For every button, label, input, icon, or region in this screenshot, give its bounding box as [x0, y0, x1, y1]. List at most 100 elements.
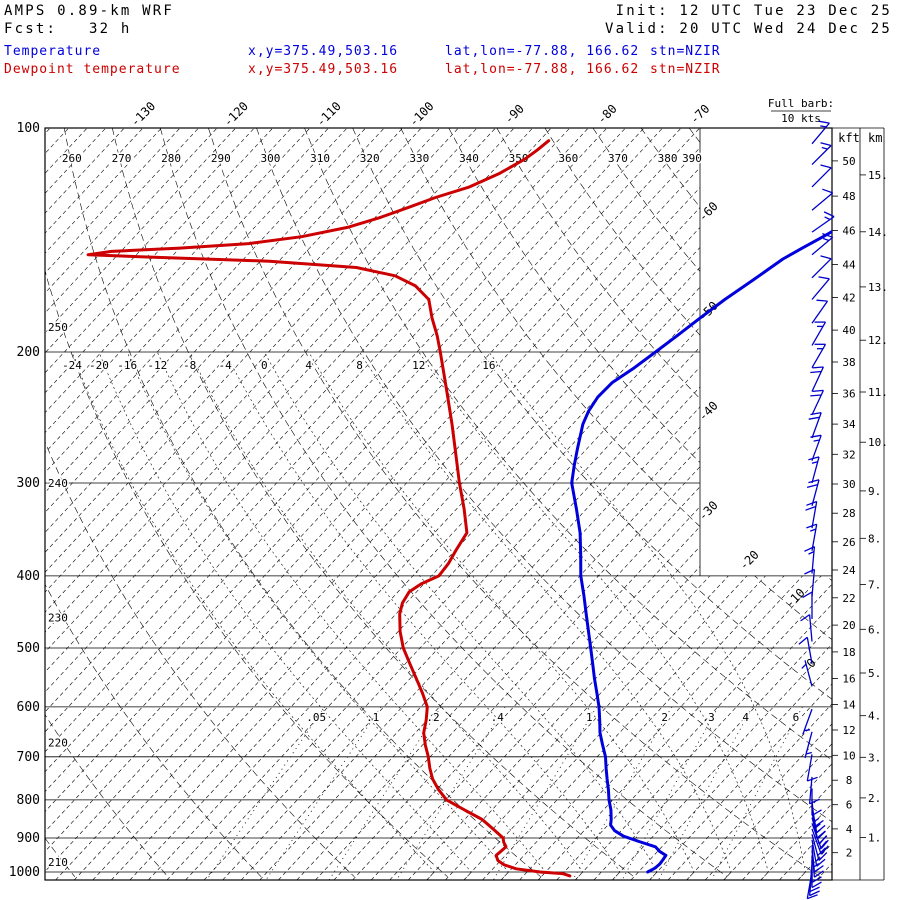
svg-text:.4: .4: [491, 711, 505, 724]
legend-temperature-stn: stn=NZIR: [650, 44, 721, 59]
svg-text:300: 300: [17, 476, 40, 491]
sounding-curves: [86, 139, 832, 878]
svg-text:0: 0: [261, 359, 268, 372]
svg-text:220: 220: [48, 737, 68, 750]
wind-barbs: [798, 120, 835, 900]
svg-text:2: 2: [846, 847, 853, 860]
valid-time: Valid: 20 UTC Wed 24 Dec 25: [605, 21, 892, 37]
svg-text:8: 8: [846, 774, 853, 787]
svg-text:4: 4: [846, 823, 853, 836]
svg-text:-80: -80: [594, 102, 619, 127]
svg-text:20: 20: [842, 619, 855, 632]
temperature-curve: [570, 229, 832, 874]
dewpoint-curve: [86, 139, 572, 878]
svg-text:380: 380: [658, 152, 678, 165]
svg-text:370: 370: [608, 152, 628, 165]
svg-text:3.: 3.: [868, 751, 881, 764]
svg-text:15.: 15.: [868, 169, 888, 182]
svg-text:500: 500: [17, 641, 40, 656]
svg-text:12: 12: [412, 359, 425, 372]
svg-text:8: 8: [356, 359, 363, 372]
svg-text:280: 280: [161, 152, 181, 165]
svg-text:800: 800: [17, 793, 40, 808]
svg-text:40: 40: [842, 324, 855, 337]
svg-text:48: 48: [842, 190, 855, 203]
svg-text:700: 700: [17, 750, 40, 765]
svg-text:10: 10: [842, 749, 855, 762]
svg-text:3: 3: [708, 711, 715, 724]
svg-text:38: 38: [842, 356, 855, 369]
svg-text:36: 36: [842, 387, 855, 400]
svg-text:360: 360: [558, 152, 578, 165]
svg-text:250: 250: [48, 321, 68, 334]
svg-text:11.: 11.: [868, 386, 888, 399]
svg-text:400: 400: [17, 569, 40, 584]
svg-text:16: 16: [842, 672, 855, 685]
svg-text:260: 260: [62, 152, 82, 165]
svg-text:22: 22: [842, 592, 855, 605]
svg-text:18: 18: [842, 646, 855, 659]
svg-text:300: 300: [260, 152, 280, 165]
svg-text:200: 200: [17, 345, 40, 360]
dry-adiabat-lines: [45, 128, 832, 878]
svg-text:14: 14: [842, 698, 856, 711]
svg-text:km: km: [868, 131, 882, 145]
svg-text:46: 46: [842, 225, 855, 238]
svg-text:28: 28: [842, 507, 855, 520]
svg-text:340: 340: [459, 152, 479, 165]
svg-text:1: 1: [586, 711, 593, 724]
svg-text:-10: -10: [783, 586, 808, 611]
legend-temperature-xy: x,y=375.49,503.16: [248, 44, 399, 59]
svg-text:44: 44: [842, 259, 856, 272]
svg-text:320: 320: [360, 152, 380, 165]
altitude-scale-labels: kft km50484644424038363432302826242220181…: [838, 131, 888, 860]
svg-text:-60: -60: [696, 199, 721, 224]
legend-temperature-latlon: lat,lon=-77.88, 166.62: [445, 44, 640, 59]
svg-text:-120: -120: [221, 99, 251, 129]
svg-text:350: 350: [509, 152, 529, 165]
svg-text:6: 6: [793, 711, 800, 724]
forecast-hour: Fcst: 32 h: [4, 21, 132, 37]
legend-dewpoint-stn: stn=NZIR: [650, 62, 721, 77]
svg-text:Full barb:: Full barb:: [768, 97, 834, 110]
init-time: Init: 12 UTC Tue 23 Dec 25: [615, 3, 892, 19]
svg-text:240: 240: [48, 477, 68, 490]
svg-text:330: 330: [409, 152, 429, 165]
svg-text:-20: -20: [89, 359, 109, 372]
legend-dewpoint-xy: x,y=375.49,503.16: [248, 62, 399, 77]
svg-text:2: 2: [661, 711, 668, 724]
svg-text:-24: -24: [62, 359, 82, 372]
svg-text:-20: -20: [737, 548, 762, 573]
mixing-ratio-lines: [206, 706, 803, 880]
svg-text:600: 600: [17, 700, 40, 715]
svg-text:13.: 13.: [868, 281, 888, 294]
svg-text:-40: -40: [696, 398, 721, 423]
svg-text:4: 4: [305, 359, 312, 372]
svg-text:10.: 10.: [868, 436, 888, 449]
isotherm-lines: [45, 128, 832, 880]
svg-text:.2: .2: [426, 711, 439, 724]
legend-dewpoint-label: Dewpoint temperature: [4, 62, 181, 77]
svg-text:6: 6: [846, 799, 853, 812]
svg-text:-4: -4: [218, 359, 232, 372]
svg-text:-90: -90: [502, 102, 527, 127]
svg-text:210: 210: [48, 856, 68, 869]
legend-temperature-row: Temperature x,y=375.49,503.16 lat,lon=-7…: [0, 44, 900, 62]
svg-text:1.: 1.: [868, 832, 881, 845]
svg-text:230: 230: [48, 612, 68, 625]
svg-text:26: 26: [842, 536, 855, 549]
svg-text:2.: 2.: [868, 792, 881, 805]
legend-dewpoint-row: Dewpoint temperature x,y=375.49,503.16 l…: [0, 62, 900, 80]
svg-text:4: 4: [742, 711, 749, 724]
legend-dewpoint-latlon: lat,lon=-77.88, 166.62: [445, 62, 640, 77]
svg-text:900: 900: [17, 831, 40, 846]
svg-text:100: 100: [17, 121, 40, 136]
legend-temperature-label: Temperature: [4, 44, 102, 59]
svg-text:-130: -130: [128, 99, 158, 129]
svg-text:.05: .05: [306, 711, 326, 724]
svg-text:12.: 12.: [868, 334, 888, 347]
model-title: AMPS 0.89-km WRF: [4, 3, 175, 19]
svg-text:310: 310: [310, 152, 330, 165]
svg-text:10 kts: 10 kts: [781, 112, 821, 125]
